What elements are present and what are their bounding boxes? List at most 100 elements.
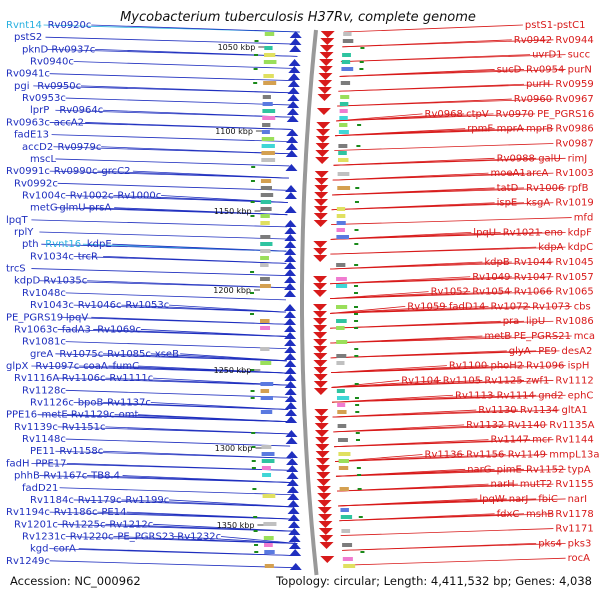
gene-label[interactable]: TB8.4 [90,471,120,482]
gene-label[interactable]: Rv0950c [37,81,81,92]
gene-label[interactable]: Rv1000c [117,190,161,201]
gene-label[interactable]: Rv1053c [125,300,169,311]
gene-label[interactable]: Rv1140 [508,420,546,431]
gene-label[interactable]: Rv1112 [555,375,593,386]
gene-label[interactable]: Rv1128c [22,385,66,396]
gene-label[interactable]: pks3 [568,538,592,549]
gene-label[interactable]: Rv0964c [59,105,103,116]
gene-label[interactable]: succ [568,50,591,61]
gene-label[interactable]: glpX [6,361,28,372]
gene-label[interactable]: Rv1063c [14,324,58,335]
gene-label[interactable]: Rv1184c [30,495,74,506]
gene-label[interactable]: gnd2 [538,390,563,401]
gene-label[interactable]: lprP [30,105,49,116]
gene-label[interactable]: Rv1220c [70,531,114,542]
gene-label[interactable]: fadD21 [22,483,58,494]
gene-label[interactable]: Rv1125 [484,375,522,386]
gene-label[interactable]: Rv0968 [425,109,463,120]
gene-label[interactable]: narG [467,464,491,475]
gene-label[interactable]: Rv1004c [22,190,66,201]
gene-label[interactable]: Rv1105 [443,375,481,386]
gene-label[interactable]: Rv1155 [555,479,593,490]
gene-label[interactable]: Rv1136 [425,450,463,461]
gene-label[interactable]: Rv0991c [6,166,50,177]
gene-label[interactable]: narJ [509,494,529,505]
gene-label[interactable]: Rv1003 [555,168,593,179]
gene-label[interactable]: Rv1231c [22,531,66,542]
gene-label[interactable]: Rv1006 [526,183,564,194]
gene-label[interactable]: Rv0960 [514,94,552,105]
gene-label[interactable]: Rv1100 [449,361,487,372]
gene-label[interactable]: Rv1086 [555,316,593,327]
gene-label[interactable]: Rv1151c [62,422,106,433]
gene-label[interactable]: PPE17 [35,458,66,469]
gene-label[interactable]: tatD [497,183,519,194]
gene-label[interactable]: Rv1137c [107,398,151,409]
gene-label[interactable]: galU [538,153,561,164]
gene-label[interactable]: phoH2 [491,361,524,372]
gene-label[interactable]: Rv0967 [555,94,593,105]
gene-label[interactable]: Rv0953c [22,93,66,104]
gene-label[interactable]: Rv1135A [549,420,594,431]
gene-label[interactable]: moeA1 [491,168,526,179]
gene-label[interactable]: Rv1139c [14,422,58,433]
gene-label[interactable]: Rv1075c [59,349,103,360]
gene-label[interactable]: Rv1052 [431,287,469,298]
gene-label[interactable]: PE_PGRS16 [537,109,594,120]
gene-label[interactable]: prsA [89,203,112,214]
gene-label[interactable]: Rvnt16 [45,239,81,250]
gene-label[interactable]: typA [568,464,591,475]
gene-label[interactable]: Rv1021 [503,227,541,238]
gene-label[interactable]: metB [484,331,511,342]
gene-label[interactable]: metG [30,203,58,214]
gene-label[interactable]: omt [119,410,139,421]
gene-label[interactable]: sucD [497,64,522,75]
gene-label[interactable]: Rv0944 [555,35,593,46]
gene-label[interactable]: Rv1179c [78,495,122,506]
gene-label[interactable]: fadA3 [62,324,91,335]
gene-label[interactable]: Rv1073 [532,301,570,312]
gene-label[interactable]: Rv0992c [14,178,58,189]
gene-label[interactable]: Rv0990c [54,166,98,177]
gene-label[interactable]: PE9 [538,346,557,357]
gene-label[interactable]: Rv1111c [109,373,153,384]
gene-label[interactable]: pknD [22,44,48,55]
gene-label[interactable]: narH [491,479,515,490]
gene-label[interactable]: Rv1043c [30,300,74,311]
gene-label[interactable]: Rv1147 [491,435,529,446]
gene-label[interactable]: Rv1249c [6,556,50,567]
gene-label[interactable]: Rv1144 [555,435,593,446]
gene-label[interactable]: fadH [6,458,30,469]
gene-label[interactable]: pstS1-pstC1 [525,20,586,31]
gene-label[interactable]: lpqU [473,227,496,238]
gene-label[interactable]: Rv0954 [526,64,564,75]
gene-label[interactable]: Rv1019 [555,198,593,209]
gene-label[interactable]: ispH [568,361,590,372]
gene-label[interactable]: Rv1132 [466,420,504,431]
gene-label[interactable]: metE [42,410,68,421]
gene-label[interactable]: fdxC [497,509,520,520]
gene-label[interactable]: fadD14 [449,301,485,312]
gene-label[interactable]: kdpD [14,276,40,287]
gene-label[interactable]: kdpA [538,242,563,253]
gene-label[interactable]: gltA1 [562,405,588,416]
gene-label[interactable]: Rv1199c [125,495,169,506]
gene-label[interactable]: kdpF [568,227,592,238]
gene-label[interactable]: accD2 [22,142,53,153]
gene-label[interactable]: pra [503,316,520,327]
gene-label[interactable]: pks4 [538,538,562,549]
gene-label[interactable]: Rv1194c [6,507,50,518]
gene-label[interactable]: Rv1126c [30,398,74,409]
gene-label[interactable]: Rv0937c [51,44,95,55]
gene-label[interactable]: Rv1002c [70,190,114,201]
gene-label[interactable]: kdpE [87,239,112,250]
gene-label[interactable]: Rv1069c [97,324,141,335]
gene-label[interactable]: lpqW [479,494,504,505]
gene-label[interactable]: PE11 [30,446,55,457]
gene-label[interactable]: Rv1113 [455,390,493,401]
gene-label[interactable]: Rv1104 [401,375,439,386]
gene-label[interactable]: Rv0920c [48,20,92,31]
gene-label[interactable]: Rv1116A [14,373,59,384]
gene-label[interactable]: PPE16 [6,410,37,421]
gene-label[interactable]: purN [568,64,592,75]
